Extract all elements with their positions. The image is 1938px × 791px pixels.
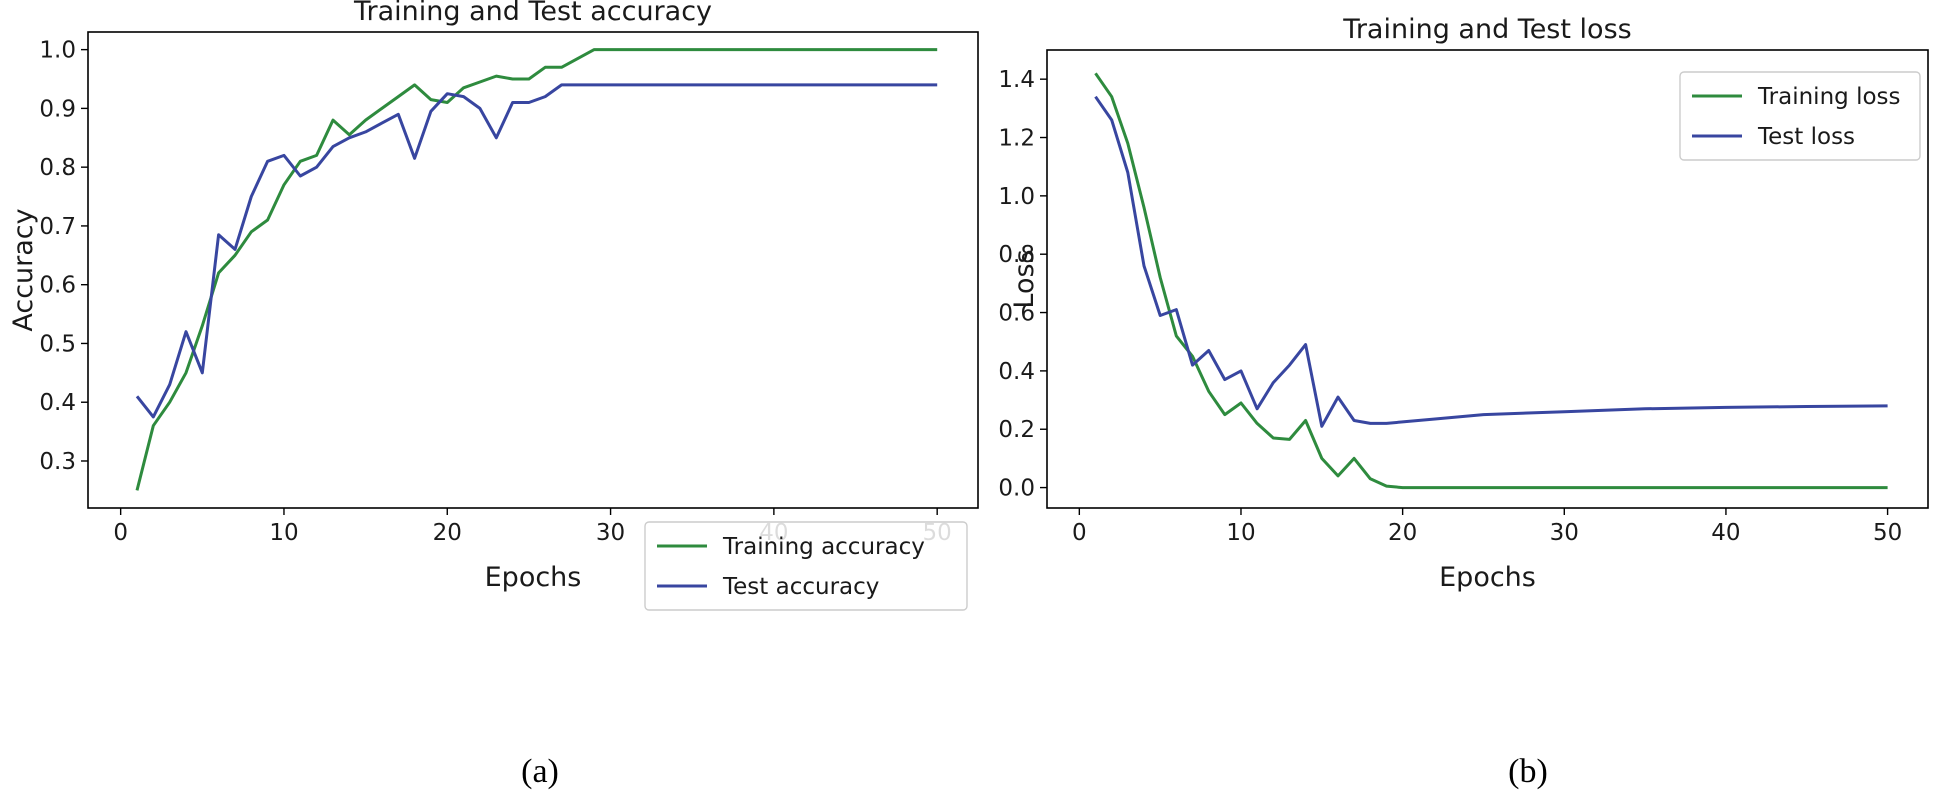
y-tick-label: 0.6 [998,301,1035,327]
legend: Training loss Test loss [1679,71,1921,161]
y-tick-label: 0.4 [998,359,1035,385]
y-tick-label: 0.2 [998,417,1035,443]
x-axis-label: Epochs [485,562,582,593]
legend-box [644,521,968,611]
x-tick-label: 0 [1072,520,1087,546]
chart-title: Training and Test accuracy [353,0,712,27]
x-axis-label: Epochs [1439,562,1536,593]
x-tick-label: 40 [1711,520,1740,546]
legend-entry: Test loss [1757,124,1855,150]
y-tick-label: 0.8 [998,242,1035,268]
axes-frame [1046,49,1929,509]
x-tick-label: 30 [596,520,625,546]
x-tick-label: 30 [1550,520,1579,546]
x-tick-label: 10 [1226,520,1255,546]
y-tick-label: 0.4 [39,390,76,416]
y-tick-label: 0.0 [998,476,1035,502]
legend: Training accuracy Test accuracy [644,521,968,611]
x-tick-label: 20 [433,520,462,546]
y-tick-label: 1.0 [998,184,1035,210]
chart-accuracy: Training and Test accuracy010203040500.3… [8,0,979,790]
series-line-test-accuracy [135,83,938,419]
y-axis-label: Loss [1009,249,1040,308]
y-tick-label: 0.6 [39,273,76,299]
x-tick-label: 20 [1388,520,1417,546]
series-line-training-accuracy [135,48,938,491]
y-tick-label: 0.7 [39,214,76,240]
legend-entry: Training accuracy [722,534,925,560]
x-tick-label: 10 [269,520,298,546]
y-tick-label: 1.2 [998,126,1035,152]
x-tick-label: 50 [1873,520,1902,546]
legend-entry: Test accuracy [722,574,879,600]
series-line-test-loss [1094,95,1888,428]
y-tick-label: 1.0 [39,38,76,64]
figure-caption: (b) [1508,753,1548,790]
y-axis-label: Accuracy [8,208,39,331]
series-line-training-loss [1094,72,1888,490]
y-tick-label: 0.3 [39,449,76,475]
y-tick-label: 0.5 [39,331,76,357]
legend-entry: Training loss [1757,84,1901,110]
x-tick-label: 0 [113,520,128,546]
chart-title: Training and Test loss [1342,14,1631,45]
y-tick-label: 0.8 [39,155,76,181]
legend-box [1679,71,1921,161]
axes-frame [87,31,979,509]
figure-caption: (a) [521,753,559,790]
y-tick-label: 1.4 [998,67,1035,93]
chart-loss: Training and Test loss 0 10 20 30 40 50 0.0 0.2 0… [998,14,1929,790]
y-tick-label: 0.9 [39,96,76,122]
